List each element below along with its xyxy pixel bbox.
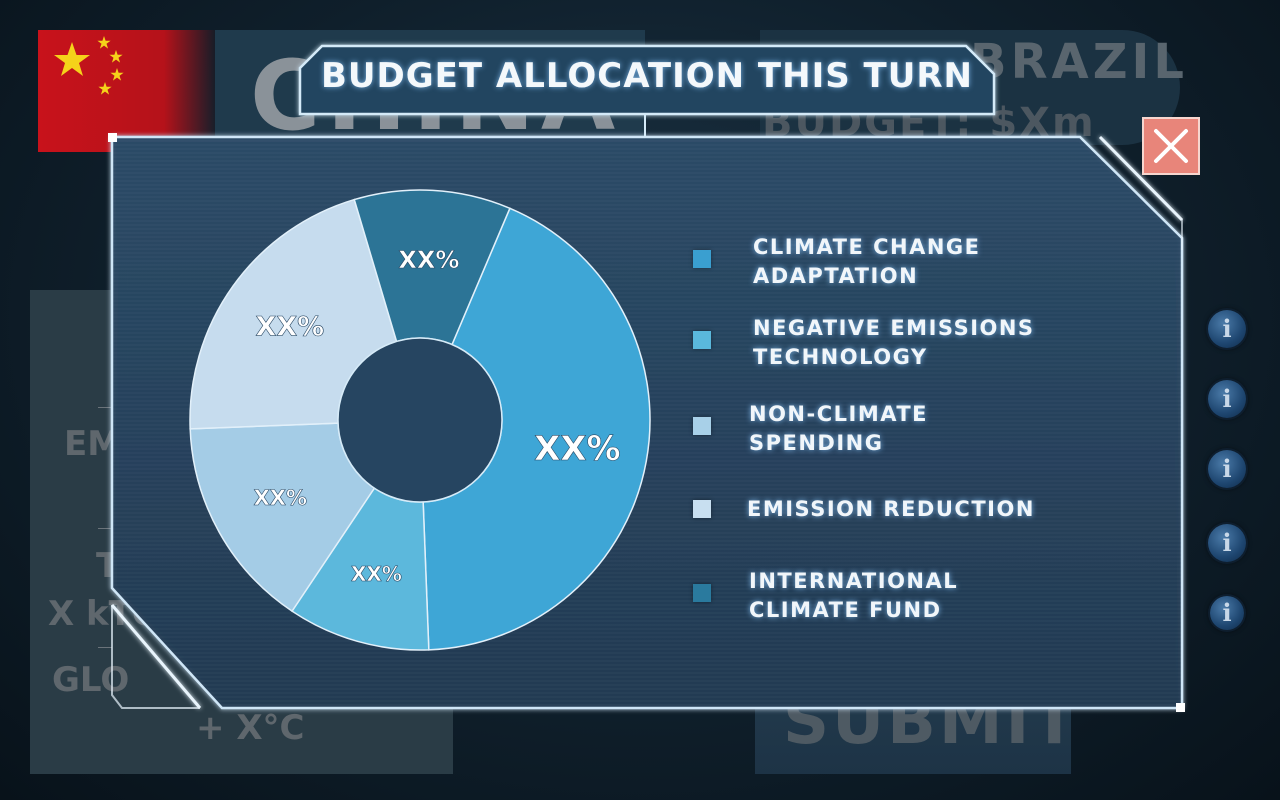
- legend-swatch: [693, 584, 711, 602]
- legend-label: NEGATIVE EMISSIONS TECHNOLOGY: [753, 316, 1035, 369]
- legend-label: CLIMATE CHANGE ADAPTATION: [753, 235, 981, 288]
- legend-label: EMISSION REDUCTION: [747, 497, 1035, 521]
- legend-swatch: [693, 250, 711, 268]
- legend-swatch: [693, 417, 711, 435]
- slice-percent-label: XX%: [398, 246, 459, 274]
- stat-divider: [98, 647, 112, 648]
- budget-donut-chart: XX% XX% XX% XX% XX%: [189, 189, 651, 651]
- close-button[interactable]: [1142, 117, 1200, 175]
- donut-hole: [337, 337, 503, 503]
- info-icon[interactable]: i: [1208, 380, 1246, 418]
- close-icon: [1154, 129, 1188, 163]
- info-icon[interactable]: i: [1210, 596, 1244, 630]
- global-temp-value: + X°C: [196, 708, 305, 748]
- slice-percent-label: XX%: [254, 486, 307, 510]
- global-label: GLO: [52, 660, 130, 700]
- legend-label: INTERNATIONAL CLIMATE FUND: [749, 569, 959, 622]
- slice-percent-label: XX%: [256, 311, 325, 342]
- legend-swatch: [693, 331, 711, 349]
- info-icon[interactable]: i: [1208, 450, 1246, 488]
- slice-percent-label: XX%: [351, 562, 402, 586]
- opponent-country-name: BRAZIL: [970, 34, 1188, 90]
- china-flag: [38, 30, 218, 152]
- slice-percent-label: XX%: [534, 429, 621, 469]
- legend-swatch: [693, 500, 711, 518]
- legend-label: NON-CLIMATE SPENDING: [749, 402, 929, 455]
- stat-divider: [98, 407, 112, 408]
- info-icon[interactable]: i: [1208, 310, 1246, 348]
- modal-title: BUDGET ALLOCATION THIS TURN: [321, 56, 973, 96]
- flag-stars-icon: [54, 36, 124, 95]
- info-icon[interactable]: i: [1208, 524, 1246, 562]
- stat-divider: [98, 528, 112, 529]
